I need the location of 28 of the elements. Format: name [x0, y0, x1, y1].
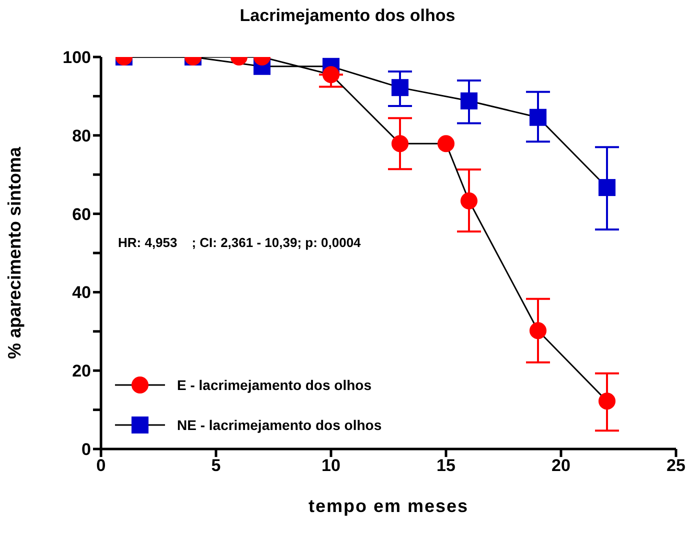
- y-tick-label: 0: [82, 440, 91, 460]
- point: [322, 66, 340, 84]
- x-axis-title: tempo em meses: [308, 496, 469, 516]
- x-tick-label: 15: [436, 456, 456, 476]
- point: [460, 192, 478, 210]
- point: [530, 108, 546, 126]
- chart-title: Lacrimejamento dos olhos: [238, 6, 456, 26]
- point: [598, 392, 616, 410]
- annotation: HR: 4,953 ; CI: 2,361 - 10,39; p: 0,0004: [118, 235, 361, 250]
- y-tick-label: 40: [72, 283, 91, 302]
- y-tick-label: 80: [72, 126, 91, 146]
- point: [392, 79, 408, 96]
- y-axis-title: % aparecimento sintoma: [4, 146, 24, 360]
- legend-label: E - lacrimejamento dos olhos: [177, 377, 372, 393]
- x-tick-label: 10: [322, 456, 340, 476]
- x-tick-label: 0: [96, 456, 106, 476]
- x-tick-label: 25: [666, 456, 686, 476]
- point: [392, 135, 408, 152]
- point: [438, 135, 454, 152]
- y-tick-label: 60: [72, 204, 91, 224]
- x-tick-label: 5: [211, 456, 221, 476]
- x-tick-label: 20: [552, 456, 570, 476]
- y-tick-label: 20: [72, 362, 91, 381]
- legend-label: NE - lacrimejamento dos olhos: [177, 417, 382, 433]
- point: [598, 179, 616, 196]
- point: [530, 322, 546, 340]
- y-tick-label: 100: [62, 48, 91, 68]
- point: [460, 92, 478, 110]
